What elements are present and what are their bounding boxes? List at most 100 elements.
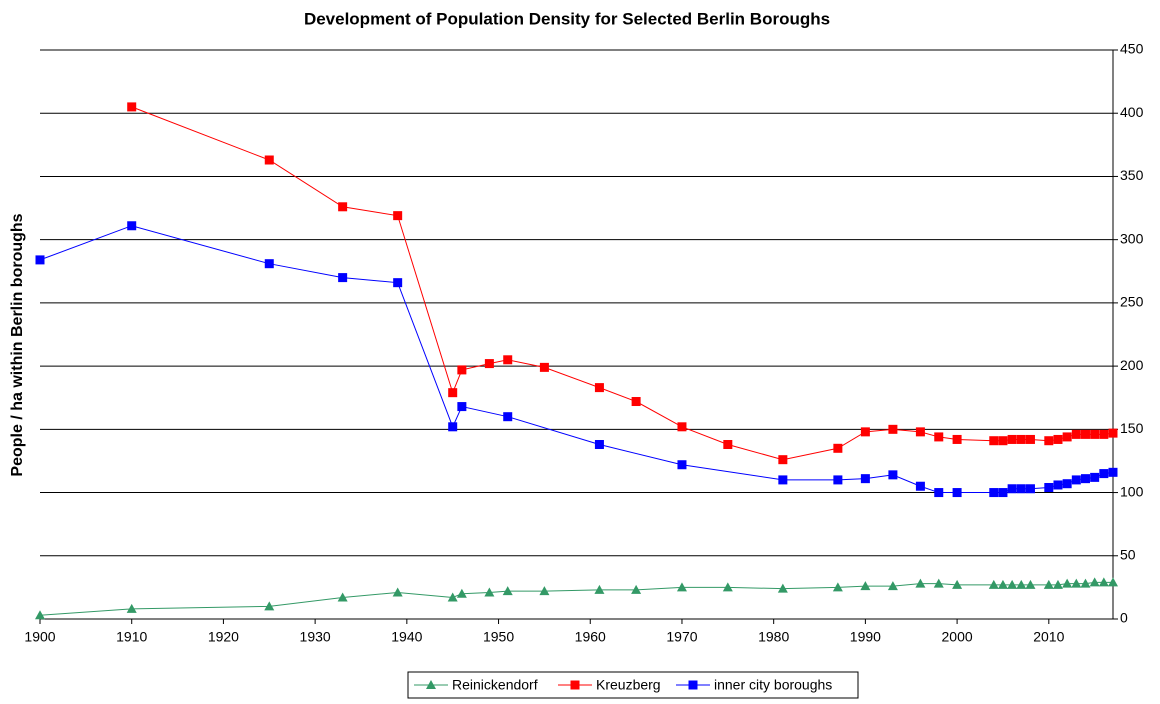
marker <box>631 397 641 407</box>
marker <box>1016 434 1026 444</box>
marker <box>832 582 843 592</box>
marker <box>1108 428 1118 438</box>
marker <box>594 584 605 594</box>
marker <box>888 424 898 434</box>
marker <box>502 586 513 596</box>
marker <box>1062 479 1072 489</box>
marker <box>777 583 788 593</box>
y-tick-label: 50 <box>1120 546 1136 562</box>
legend-marker <box>426 680 436 689</box>
marker <box>1080 474 1090 484</box>
marker <box>448 388 458 398</box>
marker <box>264 601 275 611</box>
marker <box>1108 467 1118 477</box>
marker <box>457 365 467 375</box>
y-tick-label: 400 <box>1120 104 1144 120</box>
marker <box>1044 436 1054 446</box>
marker <box>456 588 467 598</box>
x-tick-label: 2010 <box>1033 629 1064 645</box>
y-tick-label: 300 <box>1120 230 1144 246</box>
x-tick-label: 1930 <box>300 629 331 645</box>
marker <box>35 610 45 620</box>
marker <box>723 440 733 450</box>
chart-title: Development of Population Density for Se… <box>304 9 830 28</box>
legend-label: Kreuzberg <box>596 677 661 693</box>
marker <box>1007 434 1017 444</box>
marker <box>915 578 926 588</box>
marker <box>722 582 733 592</box>
marker <box>1016 579 1027 589</box>
marker <box>860 474 870 484</box>
x-tick-label: 1990 <box>850 629 881 645</box>
marker <box>676 582 687 592</box>
marker <box>778 455 788 465</box>
marker <box>503 412 513 422</box>
marker <box>915 481 925 491</box>
marker <box>457 402 467 412</box>
marker <box>778 475 788 485</box>
marker <box>933 578 944 588</box>
marker <box>952 488 962 498</box>
marker <box>393 211 403 221</box>
marker <box>860 581 871 591</box>
marker <box>1053 434 1063 444</box>
marker <box>1053 480 1063 490</box>
marker <box>1090 472 1100 482</box>
x-tick-label: 1980 <box>758 629 789 645</box>
marker <box>337 592 348 602</box>
marker <box>127 102 137 112</box>
marker <box>264 259 274 269</box>
marker <box>594 440 604 450</box>
marker <box>833 475 843 485</box>
y-tick-label: 200 <box>1120 357 1144 373</box>
marker <box>1007 579 1018 589</box>
marker <box>1071 578 1082 588</box>
marker <box>677 460 687 470</box>
marker <box>1025 579 1036 589</box>
marker <box>1025 484 1035 494</box>
marker <box>1089 577 1100 587</box>
y-tick-label: 350 <box>1120 167 1144 183</box>
marker <box>888 470 898 480</box>
series-line <box>131 106 1114 461</box>
marker <box>952 434 962 444</box>
legend-label: inner city boroughs <box>714 677 832 693</box>
marker <box>1052 579 1063 589</box>
marker <box>503 355 513 365</box>
marker <box>1098 577 1109 587</box>
x-tick-label: 1950 <box>483 629 514 645</box>
marker <box>393 278 403 288</box>
marker <box>997 579 1008 589</box>
legend-marker <box>570 680 580 690</box>
marker <box>989 488 999 498</box>
marker <box>1062 432 1072 442</box>
marker <box>1043 579 1054 589</box>
marker <box>447 592 458 602</box>
x-tick-label: 1900 <box>24 629 55 645</box>
marker <box>952 579 963 589</box>
legend-box <box>407 671 859 699</box>
x-tick-label: 1910 <box>116 629 147 645</box>
legend-marker <box>688 680 698 690</box>
marker <box>1090 429 1100 439</box>
y-tick-label: 150 <box>1120 420 1144 436</box>
marker <box>594 383 604 393</box>
y-tick-label: 250 <box>1120 294 1144 310</box>
marker <box>1108 577 1118 587</box>
marker <box>338 273 348 283</box>
y-tick-label: 0 <box>1120 610 1128 626</box>
marker <box>1080 578 1091 588</box>
series-line <box>39 581 1113 616</box>
series-line <box>39 225 1114 494</box>
marker <box>631 584 642 594</box>
marker <box>988 579 999 589</box>
marker <box>1071 475 1081 485</box>
marker <box>1025 434 1035 444</box>
marker <box>934 432 944 442</box>
marker <box>860 427 870 437</box>
marker <box>915 427 925 437</box>
marker <box>484 359 494 369</box>
x-tick-label: 1920 <box>208 629 239 645</box>
x-tick-label: 2000 <box>942 629 973 645</box>
